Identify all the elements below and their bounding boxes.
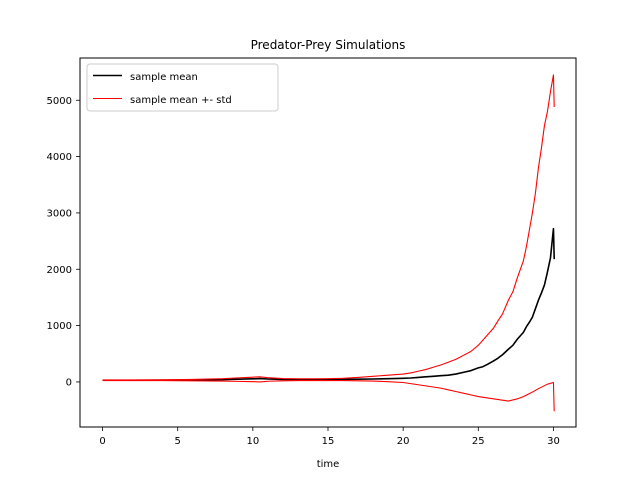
x-tick-label: 15 bbox=[322, 436, 335, 447]
legend-label-sample-mean: sample mean bbox=[130, 72, 198, 83]
y-tick-label: 1000 bbox=[47, 321, 72, 332]
x-axis: 0 5 10 15 20 25 30 bbox=[99, 427, 560, 447]
chart-title: Predator-Prey Simulations bbox=[251, 38, 406, 52]
y-tick-label: 4000 bbox=[47, 152, 72, 163]
x-tick-label: 30 bbox=[547, 436, 560, 447]
x-tick-label: 5 bbox=[175, 436, 181, 447]
x-tick-label: 0 bbox=[99, 436, 105, 447]
x-tick-label: 20 bbox=[397, 436, 410, 447]
series-layer bbox=[102, 74, 556, 412]
y-tick-label: 3000 bbox=[47, 208, 72, 219]
y-tick-label: 0 bbox=[66, 377, 72, 388]
legend: sample mean sample mean +- std bbox=[86, 63, 279, 112]
legend-label-sample-mean-std: sample mean +- std bbox=[130, 95, 232, 106]
series-line-mean-plus-std bbox=[102, 74, 555, 381]
y-axis: 0 1000 2000 3000 4000 5000 bbox=[47, 96, 80, 388]
series-line-sample-mean bbox=[102, 227, 556, 382]
x-tick-label: 10 bbox=[246, 436, 259, 447]
y-tick-label: 5000 bbox=[47, 96, 72, 107]
x-tick-label: 25 bbox=[472, 436, 485, 447]
x-axis-title: time bbox=[317, 459, 340, 470]
series-line-mean-minus-std bbox=[102, 379, 555, 412]
y-tick-label: 2000 bbox=[47, 265, 72, 276]
legend-box bbox=[86, 63, 279, 112]
